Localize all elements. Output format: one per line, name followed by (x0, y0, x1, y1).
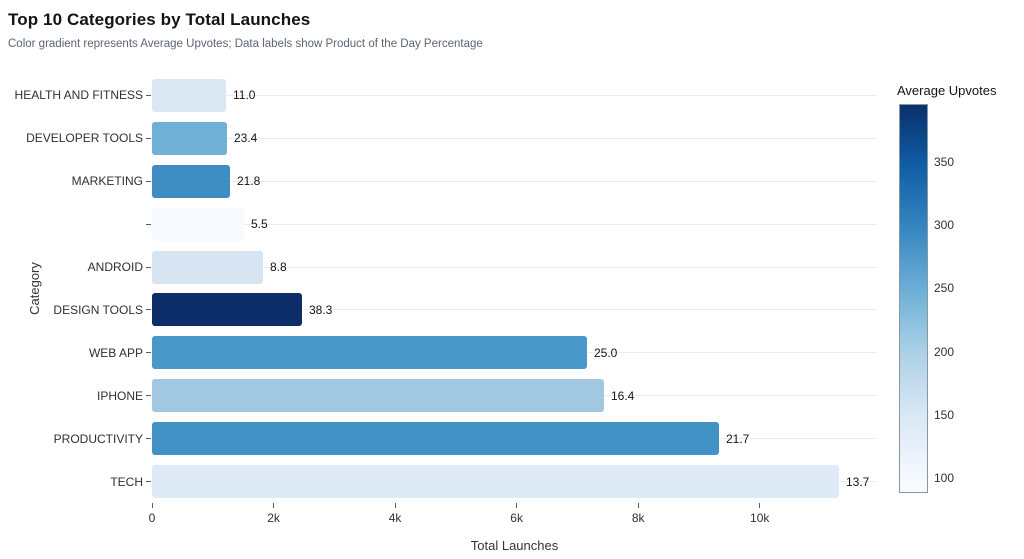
y-category-label-android: ANDROID (87, 260, 143, 275)
bar-developer-tools[interactable] (152, 121, 227, 155)
y-category-label-iphone: IPHONE (96, 388, 143, 403)
bar-value-label: 38.3 (309, 302, 333, 317)
colorbar-tick-100: 100 (934, 470, 955, 485)
colorbar-title: Average Upvotes (897, 83, 997, 98)
bar-web-app[interactable] (152, 336, 587, 370)
bar-value-label: 21.8 (237, 174, 261, 189)
x-tick-label-2k: 2k (267, 511, 280, 525)
x-tick-label-4k: 4k (388, 511, 402, 525)
bar-value-label: 21.7 (726, 431, 750, 446)
x-tick-label-8k: 8k (631, 511, 645, 525)
category-gridline (152, 309, 877, 311)
y-category-label-web-app: WEB APP (88, 345, 143, 360)
x-tick-label-10k: 10k (750, 511, 770, 525)
y-category-label-developer-tools: DEVELOPER TOOLS (26, 131, 143, 146)
chart-subtitle: Color gradient represents Average Upvote… (8, 38, 483, 50)
bar-iphone[interactable] (152, 379, 604, 413)
category-gridline (152, 137, 877, 139)
bar-productivity[interactable] (152, 422, 719, 456)
y-axis-tick (146, 395, 151, 397)
bar-marketing[interactable] (152, 164, 230, 198)
bar-value-label: 5.5 (251, 217, 268, 232)
colorbar-tick-200: 200 (934, 344, 955, 359)
bar-health-and-fitness[interactable] (152, 78, 226, 112)
y-axis-tick (146, 481, 151, 483)
bar-value-label: 25.0 (594, 345, 618, 360)
y-axis-tick (146, 352, 151, 354)
x-axis-tick (516, 503, 518, 508)
category-gridline (152, 223, 877, 225)
bar-design-tools[interactable] (152, 293, 302, 327)
colorbar-gradient (899, 104, 928, 493)
bar-tech[interactable] (152, 465, 839, 499)
bar-value-label: 23.4 (234, 131, 258, 146)
bar-value-label: 13.7 (846, 474, 870, 489)
x-tick-label-6k: 6k (510, 511, 523, 525)
bar-value-label: 16.4 (611, 388, 635, 403)
y-axis-tick (146, 180, 151, 182)
y-axis-tick (146, 266, 151, 268)
y-category-label-tech: TECH (110, 474, 143, 489)
colorbar-tick-300: 300 (934, 218, 955, 233)
y-axis-tick (146, 223, 151, 225)
y-axis-tick (146, 94, 151, 96)
x-axis-tick (637, 503, 639, 508)
x-tick-label-0: 0 (148, 511, 156, 525)
y-axis-title: Category (26, 262, 42, 315)
chart-title: Top 10 Categories by Total Launches (8, 10, 311, 29)
category-gridline (152, 94, 877, 96)
x-axis-tick (151, 503, 153, 508)
x-axis-tick (273, 503, 275, 508)
y-category-label-health-and-fitness: HEALTH AND FITNESS (14, 88, 143, 103)
colorbar-tick-250: 250 (934, 281, 955, 296)
bar-value-label: 11.0 (233, 88, 256, 103)
bar-value-label: 8.8 (270, 260, 287, 275)
colorbar-tick-150: 150 (934, 407, 955, 422)
y-axis-tick (146, 438, 151, 440)
category-gridline (152, 266, 877, 268)
x-axis-tick (759, 503, 761, 508)
y-category-label-productivity: PRODUCTIVITY (53, 431, 143, 446)
y-category-label-marketing: MARKETING (71, 174, 143, 189)
colorbar-tick-350: 350 (934, 155, 955, 170)
bar-unlabeled[interactable] (152, 207, 244, 241)
bar-android[interactable] (152, 250, 263, 284)
y-axis-tick (146, 309, 151, 311)
x-axis-tick (394, 503, 396, 508)
x-axis-title: Total Launches (470, 538, 559, 553)
y-axis-tick (146, 137, 151, 139)
y-category-label-design-tools: DESIGN TOOLS (53, 302, 143, 317)
category-gridline (152, 180, 877, 182)
